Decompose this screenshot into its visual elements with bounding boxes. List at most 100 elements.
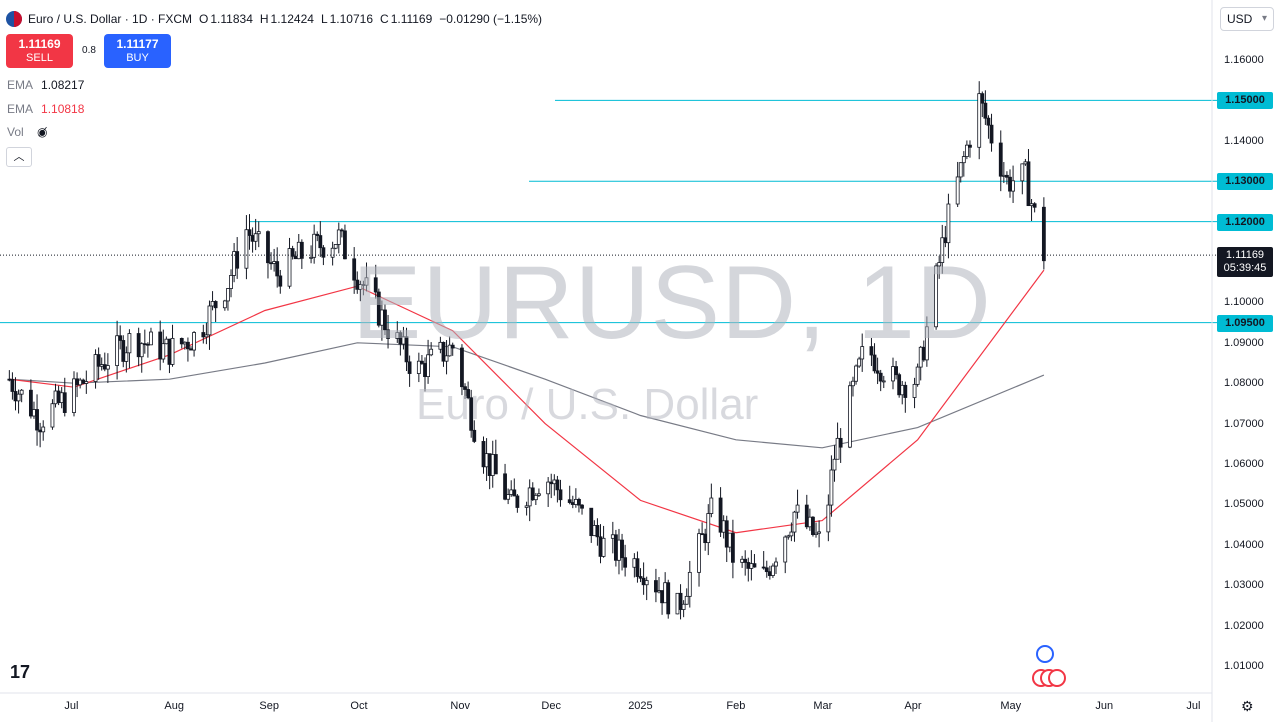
indicator-ema-slow[interactable]: EMA 1.08217 (7, 78, 84, 92)
tradingview-logo[interactable]: 17 (10, 662, 31, 682)
candle[interactable] (484, 438, 489, 481)
candle[interactable] (426, 339, 430, 384)
candle[interactable] (955, 161, 960, 208)
candle[interactable] (373, 264, 378, 299)
candle[interactable] (35, 394, 39, 446)
candle[interactable] (315, 231, 320, 242)
symbol-title[interactable]: Euro / U.S. Dollar · 1D · FXCM (28, 12, 193, 26)
candle[interactable] (589, 507, 594, 543)
candle[interactable] (1005, 171, 1009, 185)
candle[interactable] (266, 230, 270, 279)
candle[interactable] (59, 387, 64, 409)
candle[interactable] (16, 389, 21, 414)
candle[interactable] (213, 300, 218, 322)
candle[interactable] (32, 401, 36, 419)
candle[interactable] (804, 494, 809, 530)
candle[interactable] (537, 488, 541, 497)
candle[interactable] (62, 377, 67, 417)
candle[interactable] (210, 291, 215, 311)
chevron-up-icon[interactable]: ︿ (6, 147, 32, 167)
candle[interactable] (503, 463, 507, 501)
candle[interactable] (700, 522, 705, 536)
candle[interactable] (275, 247, 280, 288)
candle[interactable] (854, 364, 858, 385)
candle[interactable] (811, 516, 815, 537)
candle[interactable] (620, 533, 624, 571)
candle[interactable] (681, 600, 686, 618)
candle[interactable] (139, 342, 144, 373)
candle[interactable] (229, 269, 233, 298)
candle[interactable] (1026, 149, 1031, 207)
candle[interactable] (617, 528, 621, 575)
candle[interactable] (339, 228, 344, 238)
candle[interactable] (577, 497, 581, 513)
candle[interactable] (407, 355, 412, 387)
candle[interactable] (330, 241, 335, 266)
eu-event-icon[interactable] (1036, 645, 1054, 663)
candle[interactable] (703, 528, 708, 551)
candle[interactable] (684, 588, 689, 605)
candle[interactable] (364, 262, 369, 292)
candle[interactable] (894, 360, 898, 380)
candle[interactable] (838, 428, 843, 463)
candle[interactable] (786, 534, 791, 540)
candle[interactable] (666, 579, 671, 619)
candle[interactable] (638, 568, 643, 583)
candle[interactable] (318, 221, 323, 257)
candle[interactable] (1020, 163, 1025, 195)
candle[interactable] (946, 193, 951, 259)
candle[interactable] (749, 550, 754, 581)
candle[interactable] (358, 280, 363, 302)
candle[interactable] (189, 346, 193, 351)
candle[interactable] (167, 338, 172, 374)
candle[interactable] (961, 151, 966, 177)
candle[interactable] (592, 520, 597, 537)
candle[interactable] (253, 218, 258, 251)
candle[interactable] (1011, 165, 1015, 203)
candle[interactable] (718, 487, 723, 537)
us-event-icon[interactable] (1048, 669, 1066, 687)
candle[interactable] (13, 377, 18, 411)
candle[interactable] (524, 501, 529, 516)
candle[interactable] (493, 439, 498, 475)
candle[interactable] (149, 327, 153, 346)
candle[interactable] (170, 324, 175, 367)
candle[interactable] (404, 327, 409, 372)
candle[interactable] (487, 453, 492, 490)
candle[interactable] (466, 381, 471, 400)
candle[interactable] (657, 576, 661, 594)
candle[interactable] (697, 528, 701, 587)
candle[interactable] (164, 336, 169, 345)
candle[interactable] (321, 245, 326, 266)
candle[interactable] (598, 524, 603, 564)
candle[interactable] (441, 341, 446, 367)
candle[interactable] (41, 420, 46, 441)
candle[interactable] (641, 562, 646, 595)
candle[interactable] (792, 510, 797, 542)
candle[interactable] (912, 377, 917, 409)
candle[interactable] (102, 352, 107, 372)
candle[interactable] (207, 300, 212, 350)
candle[interactable] (964, 140, 969, 160)
candle[interactable] (860, 333, 865, 372)
candle[interactable] (81, 378, 86, 385)
candle[interactable] (740, 555, 745, 568)
candle[interactable] (807, 508, 812, 531)
candle[interactable] (256, 221, 261, 248)
candle[interactable] (299, 239, 304, 269)
candle[interactable] (660, 590, 664, 615)
candle[interactable] (761, 551, 766, 570)
candle[interactable] (1001, 162, 1006, 184)
candle[interactable] (903, 381, 908, 413)
candle[interactable] (10, 372, 15, 400)
candle[interactable] (512, 478, 517, 497)
candle[interactable] (226, 288, 230, 311)
candle[interactable] (142, 329, 147, 354)
candle[interactable] (595, 518, 600, 546)
candle[interactable] (869, 337, 874, 366)
candle[interactable] (444, 340, 449, 375)
candle[interactable] (635, 551, 640, 583)
candle[interactable] (610, 521, 615, 554)
candle[interactable] (546, 477, 551, 507)
candle[interactable] (192, 331, 196, 357)
